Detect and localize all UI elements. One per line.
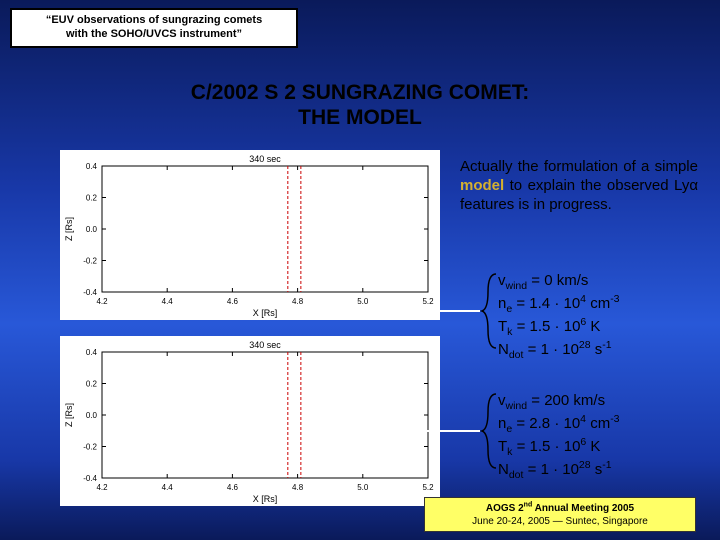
parameters-block-2: vwind = 200 km/s ne = 2.8 · 104 cm-3 Tk …	[498, 392, 698, 483]
footer-box: AOGS 2nd Annual Meeting 2005 June 20-24,…	[424, 497, 696, 532]
p2-tk: Tk = 1.5 · 106 K	[498, 436, 698, 459]
svg-text:X [Rs]: X [Rs]	[253, 494, 278, 504]
bracket-bottom	[480, 392, 498, 470]
p1-ndot: Ndot = 1 · 1028 s-1	[498, 339, 698, 362]
footer-l2: June 20-24, 2005 — Suntec, Singapore	[472, 516, 648, 527]
footer-l1-post: Annual Meeting 2005	[532, 503, 634, 514]
slide-title: C/2002 S 2 SUNGRAZING COMET: THE MODEL	[0, 80, 720, 130]
svg-text:340 sec: 340 sec	[249, 340, 281, 350]
svg-text:4.4: 4.4	[162, 483, 174, 492]
svg-text:4.8: 4.8	[292, 483, 304, 492]
svg-text:0.4: 0.4	[86, 162, 98, 171]
svg-text:-0.2: -0.2	[83, 443, 97, 452]
footer-l1-pre: AOGS 2	[486, 503, 524, 514]
p1-vwind: vwind = 0 km/s	[498, 272, 698, 293]
svg-text:0.2: 0.2	[86, 380, 98, 389]
svg-text:340 sec: 340 sec	[249, 154, 281, 164]
svg-text:5.0: 5.0	[357, 483, 369, 492]
chart-top: 4.2 4.4 4.6 4.8 5.0 5.2 -0.4 -0.2 0.0 0.2 0.4 340 s…	[60, 150, 440, 320]
chart-bottom: 4.2 4.4 4.6 4.8 5.0 5.2 -0.4 -0.2 0.0 0.2 0.4 340 s…	[60, 336, 440, 506]
svg-text:5.2: 5.2	[422, 483, 434, 492]
svg-text:0.4: 0.4	[86, 348, 98, 357]
svg-text:0.2: 0.2	[86, 194, 98, 203]
svg-text:-0.4: -0.4	[83, 474, 97, 483]
svg-text:-0.2: -0.2	[83, 257, 97, 266]
p2-vwind: vwind = 200 km/s	[498, 392, 698, 413]
bracket-top	[480, 272, 498, 350]
svg-text:4.4: 4.4	[162, 297, 174, 306]
svg-text:4.6: 4.6	[227, 297, 239, 306]
desc-model-word: model	[460, 177, 504, 194]
p2-ndot: Ndot = 1 · 1028 s-1	[498, 459, 698, 482]
svg-text:4.2: 4.2	[96, 483, 108, 492]
svg-text:Z [Rs]: Z [Rs]	[64, 217, 74, 241]
arrow-top	[426, 310, 480, 312]
p1-ne: ne = 1.4 · 104 cm-3	[498, 293, 698, 316]
arrow-bottom	[426, 430, 480, 432]
description-text: Actually the formulation of a simple mod…	[460, 158, 698, 214]
desc-pre: Actually the formulation of a simple	[460, 158, 698, 175]
footer-l1-sup: nd	[524, 502, 533, 509]
svg-text:-0.4: -0.4	[83, 288, 97, 297]
slide-title-line2: THE MODEL	[298, 106, 422, 129]
svg-text:Z [Rs]: Z [Rs]	[64, 403, 74, 427]
svg-text:4.6: 4.6	[227, 483, 239, 492]
svg-text:4.2: 4.2	[96, 297, 108, 306]
parameters-block-1: vwind = 0 km/s ne = 1.4 · 104 cm-3 Tk = …	[498, 272, 698, 363]
svg-text:X [Rs]: X [Rs]	[253, 308, 278, 318]
svg-text:5.0: 5.0	[357, 297, 369, 306]
header-line2: with the SOHO/UVCS instrument”	[66, 28, 242, 40]
svg-text:5.2: 5.2	[422, 297, 434, 306]
svg-text:0.0: 0.0	[86, 411, 98, 420]
slide-title-line1: C/2002 S 2 SUNGRAZING COMET:	[191, 81, 529, 104]
p1-tk: Tk = 1.5 · 106 K	[498, 316, 698, 339]
header-title-box: “EUV observations of sungrazing comets w…	[10, 8, 298, 48]
svg-text:4.8: 4.8	[292, 297, 304, 306]
svg-text:0.0: 0.0	[86, 225, 98, 234]
header-line1: “EUV observations of sungrazing comets	[46, 14, 262, 26]
p2-ne: ne = 2.8 · 104 cm-3	[498, 413, 698, 436]
